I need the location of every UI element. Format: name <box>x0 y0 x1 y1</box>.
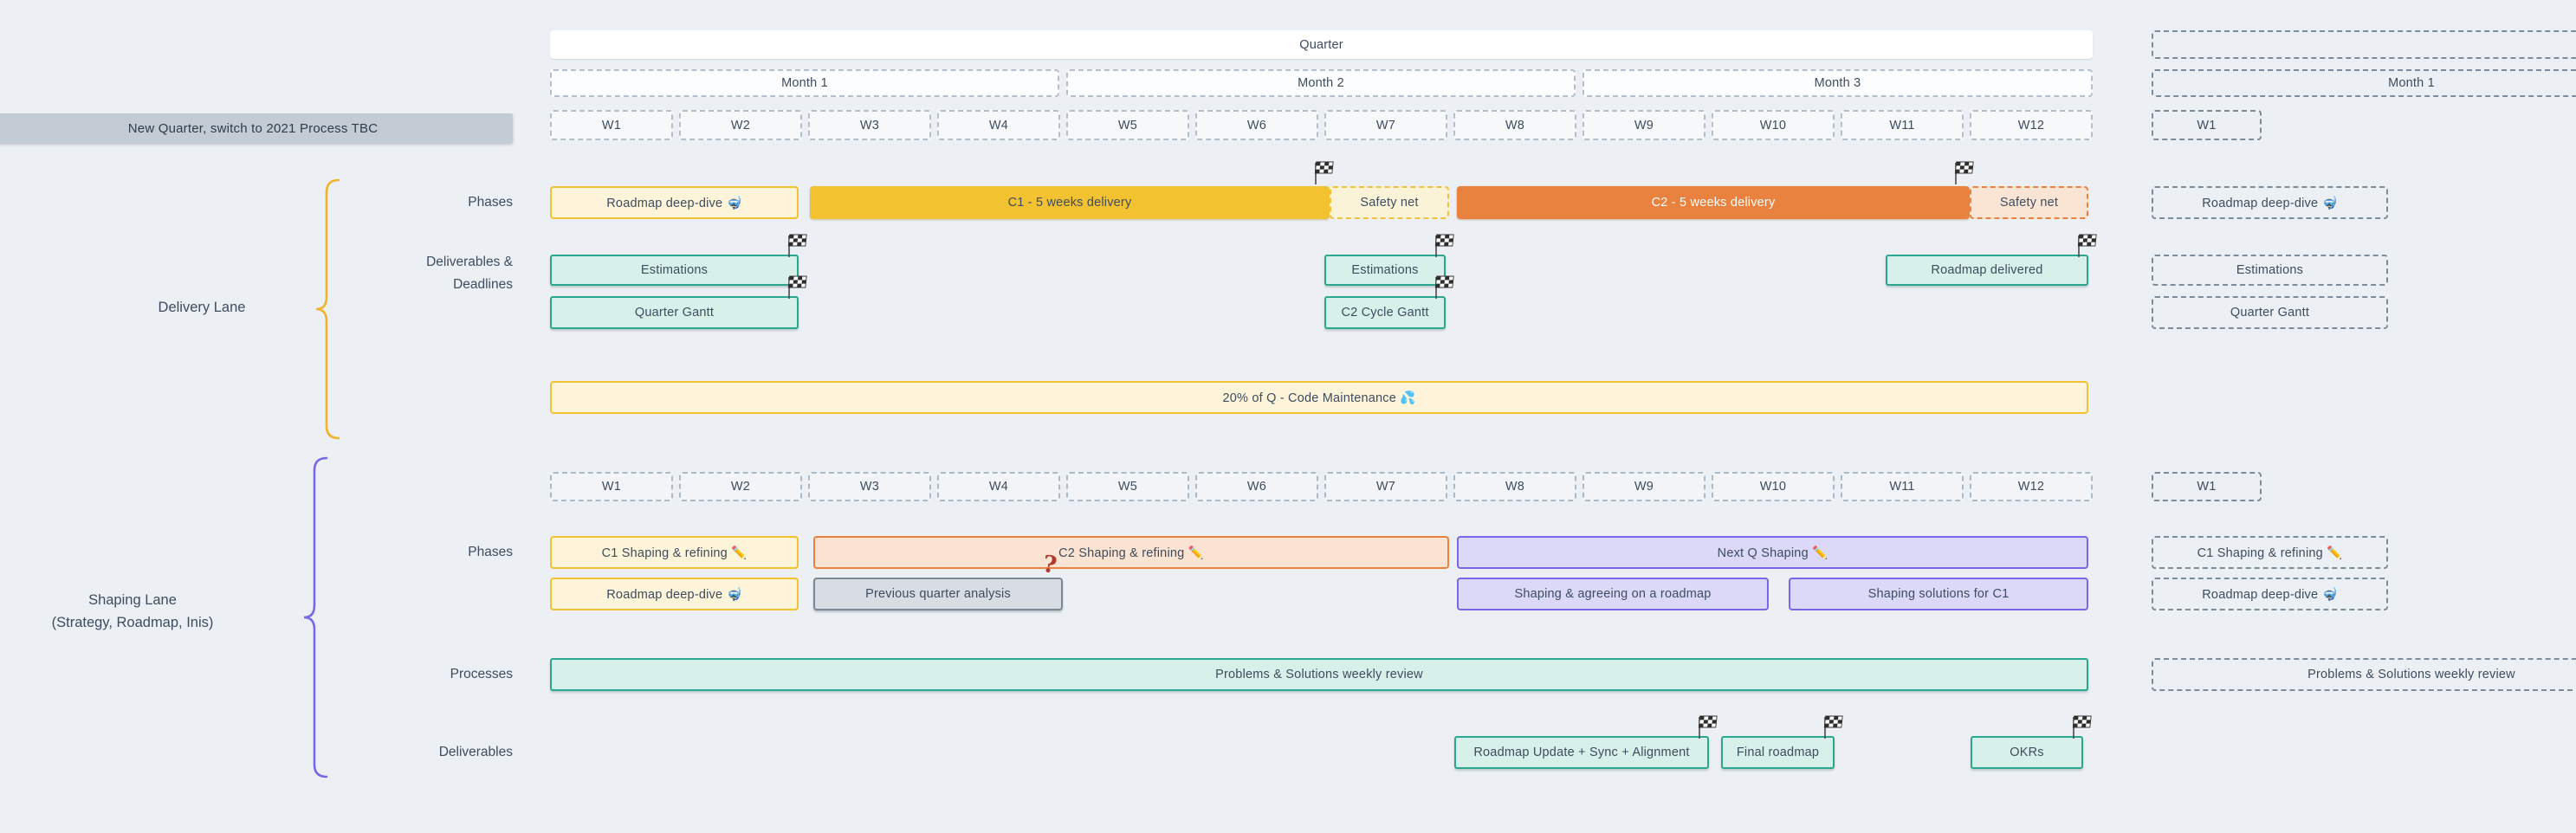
week-cell-w11[interactable]: W11 <box>1841 110 1964 140</box>
finish-flag-icon <box>2072 715 2092 739</box>
week-cell-w5[interactable]: W5 <box>1066 110 1189 140</box>
deliverables-label-line2: Deadlines <box>453 277 513 292</box>
shaping-week-cell-w11[interactable]: W11 <box>1841 472 1964 501</box>
week-cell-w4[interactable]: W4 <box>937 110 1060 140</box>
shaping-lane-label-line1: Shaping Lane <box>88 592 177 608</box>
delivery-lane-brace <box>315 178 340 440</box>
ghost-shaping-roadmap-deep-dive[interactable]: Roadmap deep-dive 🤿 <box>2152 578 2388 610</box>
shaping-agreeing-roadmap-card[interactable]: Shaping & agreeing on a roadmap <box>1457 578 1769 610</box>
ghost-roadmap-deep-dive[interactable]: Roadmap deep-dive 🤿 <box>2152 186 2388 219</box>
ghost-estimations[interactable]: Estimations <box>2152 255 2388 286</box>
week-cell-w7[interactable]: W7 <box>1324 110 1447 140</box>
previous-quarter-analysis-card[interactable]: Previous quarter analysis <box>813 578 1063 610</box>
week-cell-w1[interactable]: W1 <box>550 110 673 140</box>
c2-delivery-bar[interactable]: C2 - 5 weeks delivery <box>1457 186 1970 219</box>
shaping-lane-label: Shaping Lane (Strategy, Roadmap, Inis) <box>3 589 262 634</box>
roadmap-deep-dive-card[interactable]: Roadmap deep-dive 🤿 <box>550 186 799 219</box>
ghost-shaping-week-w1[interactable]: W1 <box>2152 472 2262 501</box>
roadmap-update-card[interactable]: Roadmap Update + Sync + Alignment <box>1454 736 1709 769</box>
shaping-week-cell-w7[interactable]: W7 <box>1324 472 1447 501</box>
code-maintenance-bar[interactable]: 20% of Q - Code Maintenance 💦 <box>550 381 2088 414</box>
week-cell-w8[interactable]: W8 <box>1453 110 1576 140</box>
shaping-week-cell-w2[interactable]: W2 <box>679 472 802 501</box>
roadmap-delivered-card[interactable]: Roadmap delivered <box>1886 255 2088 286</box>
ghost-weekly-review[interactable]: Problems & Solutions weekly review <box>2152 658 2576 691</box>
ghost-quarter-gantt[interactable]: Quarter Gantt <box>2152 296 2388 329</box>
shaping-week-cell-w12[interactable]: W12 <box>1970 472 2093 501</box>
ghost-month-1[interactable]: Month 1 <box>2152 69 2576 97</box>
c2-shaping-card[interactable]: C2 Shaping & refining ✏️ <box>813 536 1449 569</box>
finish-flag-icon <box>2077 234 2097 258</box>
red-question-mark-icon: ? <box>1040 550 1059 580</box>
c1-delivery-bar[interactable]: C1 - 5 weeks delivery <box>810 186 1330 219</box>
c1-shaping-card[interactable]: C1 Shaping & refining ✏️ <box>550 536 799 569</box>
shaping-week-cell-w8[interactable]: W8 <box>1453 472 1576 501</box>
finish-flag-icon <box>1314 161 1334 185</box>
shaping-solutions-c1-card[interactable]: Shaping solutions for C1 <box>1789 578 2088 610</box>
ghost-quarter-header[interactable] <box>2152 30 2576 59</box>
month-header-3[interactable]: Month 3 <box>1582 69 2093 97</box>
shaping-deliverables-row-label: Deliverables <box>438 745 513 759</box>
month-header-1[interactable]: Month 1 <box>550 69 1059 97</box>
month-header-2[interactable]: Month 2 <box>1066 69 1576 97</box>
shaping-week-cell-w3[interactable]: W3 <box>808 472 931 501</box>
estimations-card-2[interactable]: Estimations <box>1324 255 1446 286</box>
shaping-lane-brace <box>303 456 328 778</box>
ghost-week-w1[interactable]: W1 <box>2152 110 2262 140</box>
finish-flag-icon <box>787 234 807 258</box>
weekly-review-bar[interactable]: Problems & Solutions weekly review <box>550 658 2088 691</box>
finish-flag-icon <box>1434 234 1454 258</box>
shaping-week-cell-w9[interactable]: W9 <box>1582 472 1705 501</box>
shaping-week-cell-w10[interactable]: W10 <box>1712 472 1835 501</box>
week-cell-w3[interactable]: W3 <box>808 110 931 140</box>
finish-flag-icon <box>1954 161 1974 185</box>
final-roadmap-card[interactable]: Final roadmap <box>1721 736 1835 769</box>
quarter-header[interactable]: Quarter <box>550 30 2093 59</box>
safety-net-1-card[interactable]: Safety net <box>1330 186 1449 219</box>
week-cell-w9[interactable]: W9 <box>1582 110 1705 140</box>
ghost-c1-shaping[interactable]: C1 Shaping & refining ✏️ <box>2152 536 2388 569</box>
finish-flag-icon <box>1434 275 1454 300</box>
finish-flag-icon <box>1698 715 1718 739</box>
week-cell-w10[interactable]: W10 <box>1712 110 1835 140</box>
quarter-gantt-card[interactable]: Quarter Gantt <box>550 296 799 329</box>
finish-flag-icon <box>787 275 807 300</box>
new-quarter-banner[interactable]: New Quarter, switch to 2021 Process TBC <box>0 113 513 143</box>
shaping-week-cell-w4[interactable]: W4 <box>937 472 1060 501</box>
shaping-roadmap-deep-dive-card[interactable]: Roadmap deep-dive 🤿 <box>550 578 799 610</box>
week-cell-w6[interactable]: W6 <box>1195 110 1318 140</box>
estimations-card-1[interactable]: Estimations <box>550 255 799 286</box>
c2-cycle-gantt-card[interactable]: C2 Cycle Gantt <box>1324 296 1446 329</box>
shaping-week-cell-w5[interactable]: W5 <box>1066 472 1189 501</box>
deliverables-label-line1: Deliverables & <box>426 255 513 269</box>
safety-net-2-card[interactable]: Safety net <box>1970 186 2088 219</box>
shaping-week-cell-w6[interactable]: W6 <box>1195 472 1318 501</box>
shaping-lane-label-line2: (Strategy, Roadmap, Inis) <box>51 615 214 630</box>
finish-flag-icon <box>1823 715 1843 739</box>
shaping-processes-row-label: Processes <box>450 667 513 681</box>
delivery-deliverables-row-label: Deliverables & Deadlines <box>253 251 513 296</box>
week-cell-w2[interactable]: W2 <box>679 110 802 140</box>
delivery-lane-label: Delivery Lane <box>158 300 246 315</box>
week-cell-w12[interactable]: W12 <box>1970 110 2093 140</box>
delivery-phases-row-label: Phases <box>468 195 513 210</box>
next-q-shaping-card[interactable]: Next Q Shaping ✏️ <box>1457 536 2088 569</box>
okrs-card[interactable]: OKRs <box>1971 736 2083 769</box>
shaping-week-cell-w1[interactable]: W1 <box>550 472 673 501</box>
shaping-phases-row-label: Phases <box>468 545 513 559</box>
